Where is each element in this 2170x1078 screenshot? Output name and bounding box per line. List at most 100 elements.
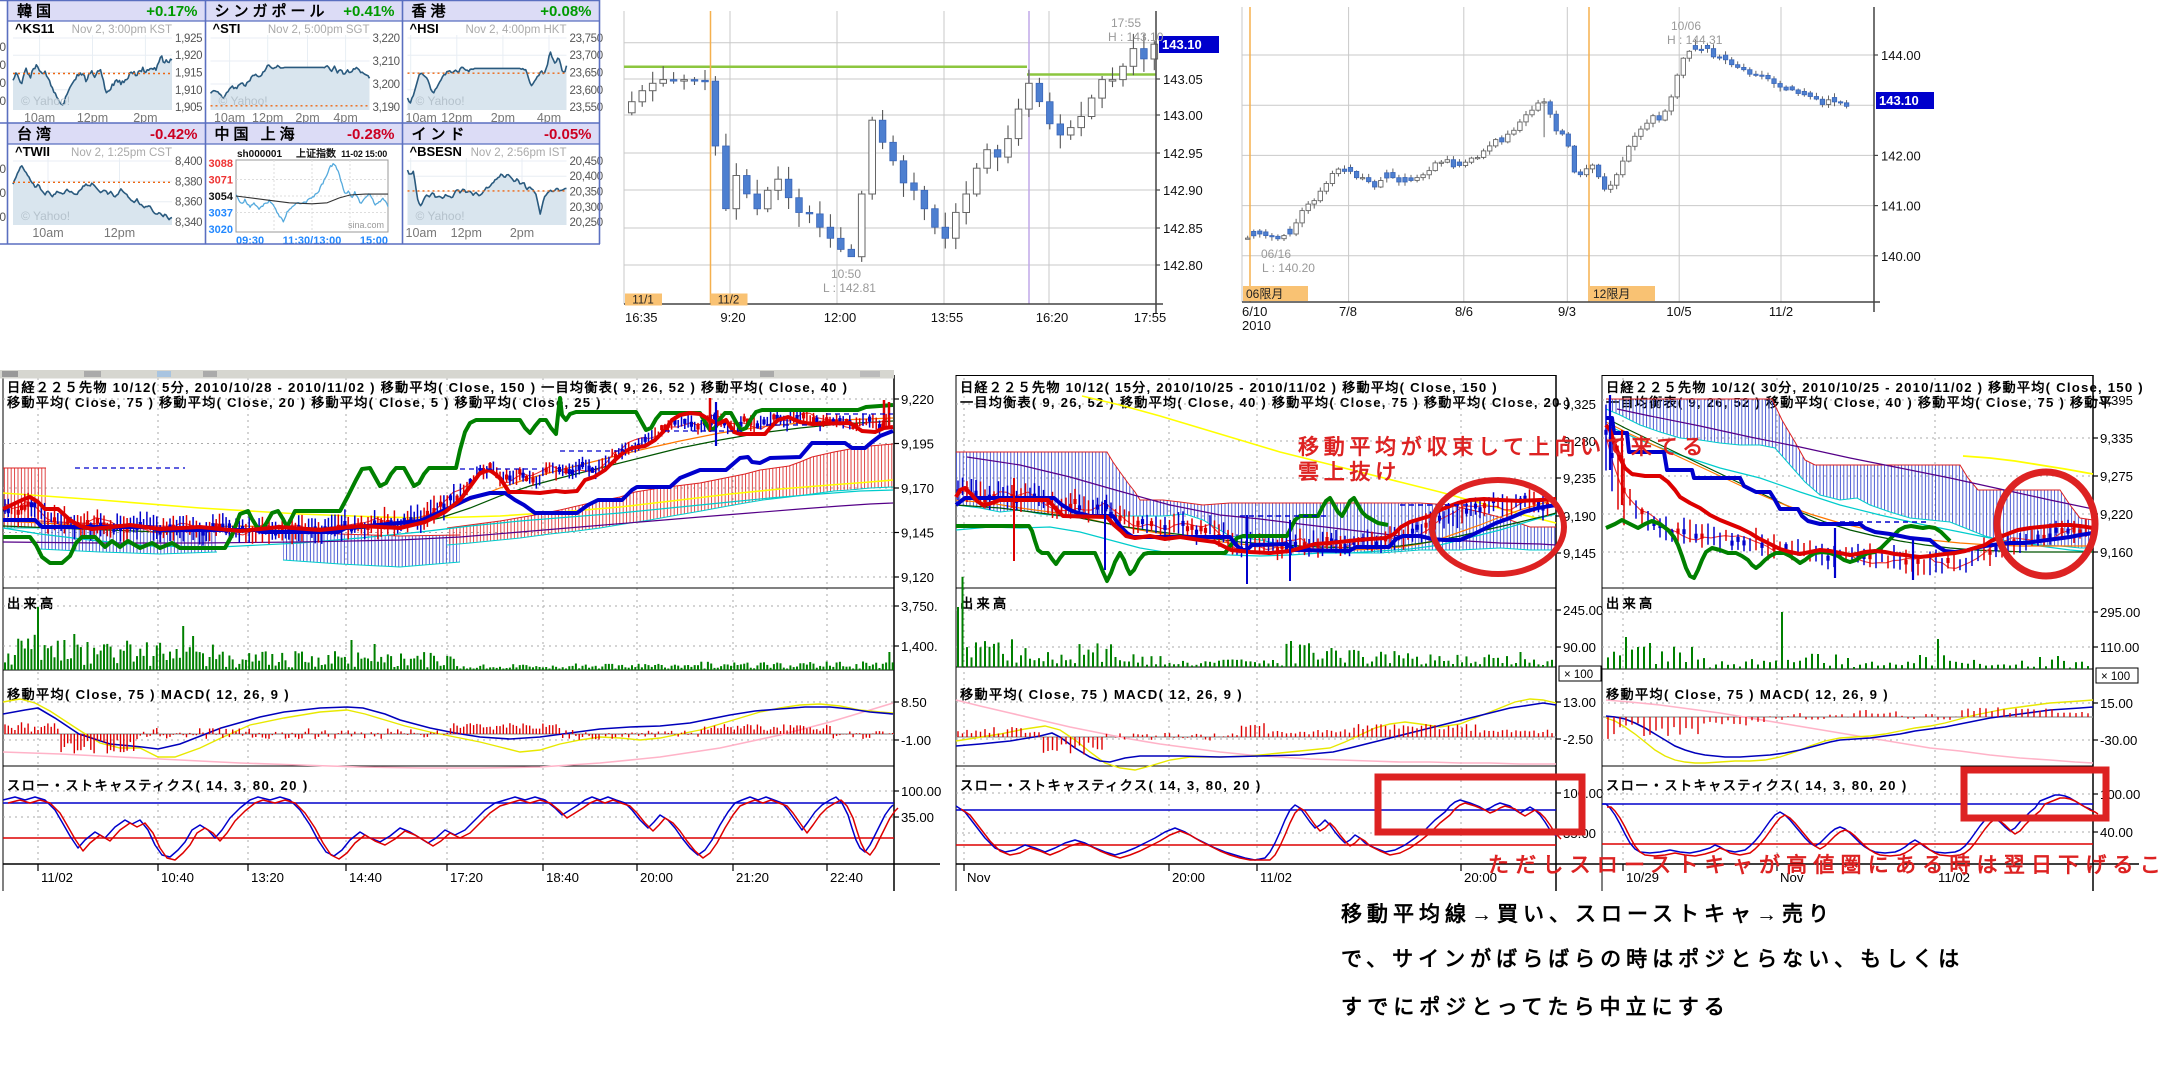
svg-text:141.00: 141.00 <box>1881 199 1921 214</box>
svg-text:23,600: 23,600 <box>570 85 603 97</box>
svg-text:0: 0 <box>0 210 6 224</box>
svg-text:1,905: 1,905 <box>175 102 202 114</box>
svg-text:9,145: 9,145 <box>1563 546 1596 561</box>
svg-text:13:55: 13:55 <box>931 310 964 325</box>
svg-text:10/06: 10/06 <box>1671 19 1701 33</box>
svg-text:0: 0 <box>0 76 6 90</box>
svg-text:10:50: 10:50 <box>831 267 861 281</box>
svg-text:2pm: 2pm <box>295 111 319 125</box>
svg-text:9,195: 9,195 <box>901 437 934 452</box>
svg-text:17:20: 17:20 <box>450 870 483 885</box>
svg-text:上证指数: 上证指数 <box>296 147 337 160</box>
svg-text:110.00: 110.00 <box>2100 640 2139 655</box>
svg-text:H : 143.10: H : 143.10 <box>1108 30 1164 44</box>
svg-text:17:55: 17:55 <box>1134 310 1167 325</box>
svg-text:20:00: 20:00 <box>1172 870 1205 885</box>
svg-text:Nov: Nov <box>967 870 991 885</box>
svg-text:3037: 3037 <box>209 208 233 220</box>
svg-text:^TWII: ^TWII <box>15 144 50 159</box>
svg-text:10/5: 10/5 <box>1666 304 1691 319</box>
svg-text:9/3: 9/3 <box>1558 304 1576 319</box>
svg-text:12pm: 12pm <box>104 226 135 240</box>
svg-text:10am: 10am <box>406 111 437 125</box>
svg-text:-2.50: -2.50 <box>1563 732 1593 747</box>
svg-text:0: 0 <box>0 162 6 176</box>
svg-text:15:00: 15:00 <box>360 235 388 247</box>
svg-text:90.00: 90.00 <box>1563 640 1596 655</box>
svg-text:L : 142.81: L : 142.81 <box>823 281 876 295</box>
svg-text:移動平均( Close, 75 ) MACD( 12,: 移動平均( Close, 75 ) MACD( 12, 26, 9 ) <box>1606 686 1889 702</box>
svg-text:8/6: 8/6 <box>1455 304 1473 319</box>
svg-text:9,325: 9,325 <box>1563 397 1596 412</box>
svg-text:142.95: 142.95 <box>1163 146 1203 161</box>
svg-text:06/16: 06/16 <box>1261 247 1291 261</box>
svg-text:9,160: 9,160 <box>2100 545 2133 560</box>
svg-text:9,120: 9,120 <box>901 570 934 585</box>
svg-text:© Yahoo!: © Yahoo! <box>21 94 70 108</box>
svg-text:20,350: 20,350 <box>570 187 603 199</box>
svg-text:スロー・ストキャスティクス( 14, 3, 80, 20 ): スロー・ストキャスティクス( 14, 3, 80, 20 ) <box>1606 778 1908 793</box>
svg-text:-0.42%: -0.42% <box>150 126 198 143</box>
svg-text:^HSI: ^HSI <box>410 21 439 36</box>
svg-text:3,220: 3,220 <box>373 33 400 45</box>
svg-text:9,170: 9,170 <box>901 481 934 496</box>
svg-text:8,360: 8,360 <box>175 197 202 209</box>
svg-text:シンガポール: シンガポール <box>215 2 329 20</box>
svg-text:× 100: × 100 <box>1564 669 1593 681</box>
svg-text:11/02: 11/02 <box>1260 870 1292 885</box>
svg-text:13.00: 13.00 <box>1563 695 1596 710</box>
svg-text:1,910: 1,910 <box>175 85 202 97</box>
svg-text:9,335: 9,335 <box>2100 431 2133 446</box>
svg-text:11/1: 11/1 <box>632 295 654 307</box>
svg-text:11:30/13:00: 11:30/13:00 <box>283 235 342 247</box>
svg-text:© Yahoo!: © Yahoo! <box>416 209 465 223</box>
svg-text:-30.00: -30.00 <box>2100 733 2137 748</box>
svg-text:^STI: ^STI <box>213 21 241 36</box>
svg-text:Nov 2, 1:25pm CST: Nov 2, 1:25pm CST <box>71 147 172 159</box>
svg-text:22:40: 22:40 <box>830 870 863 885</box>
svg-text:13:20: 13:20 <box>251 870 284 885</box>
svg-text:9,220: 9,220 <box>901 392 934 407</box>
svg-text:+0.08%: +0.08% <box>540 3 591 20</box>
svg-text:ただしスローストキャが高値圏にある時は翌日下げることが多い: ただしスローストキャが高値圏にある時は翌日下げることが多い <box>1488 853 2170 877</box>
svg-text:9:20: 9:20 <box>720 310 745 325</box>
svg-text:中国 上海: 中国 上海 <box>215 125 299 143</box>
svg-text:12pm: 12pm <box>252 111 283 125</box>
svg-text:10am: 10am <box>406 226 437 240</box>
svg-text:3,750.: 3,750. <box>901 599 938 614</box>
svg-text:雲上抜け: 雲上抜け <box>1298 460 1401 484</box>
svg-text:12pm: 12pm <box>77 111 108 125</box>
svg-text:143.10: 143.10 <box>1879 93 1919 108</box>
svg-text:295.00: 295.00 <box>2100 605 2140 620</box>
svg-text:7/8: 7/8 <box>1339 304 1357 319</box>
svg-text:20,250: 20,250 <box>570 217 603 229</box>
svg-text:9,145: 9,145 <box>901 526 934 541</box>
svg-text:10am: 10am <box>214 111 245 125</box>
svg-text:11-02 15:00: 11-02 15:00 <box>341 149 387 159</box>
svg-text:9,395: 9,395 <box>2100 393 2133 408</box>
svg-text:日経２２５先物 10/12( 15分, 2010/10/25: 日経２２５先物 10/12( 15分, 2010/10/25 - 2010/11… <box>960 379 1498 395</box>
svg-text:移動平均( Close, 75 ) 移動平均( Clos: 移動平均( Close, 75 ) 移動平均( Close, 20 ) 移動平均… <box>7 394 602 410</box>
svg-text:Nov 2, 2:56pm IST: Nov 2, 2:56pm IST <box>471 147 567 159</box>
svg-text:3,190: 3,190 <box>373 102 400 114</box>
svg-text:3,200: 3,200 <box>373 79 400 91</box>
svg-text:23,650: 23,650 <box>570 68 603 80</box>
svg-text:12pm: 12pm <box>441 111 472 125</box>
svg-text:10am: 10am <box>24 111 55 125</box>
svg-text:すでにポジとってたら中立にする: すでにポジとってたら中立にする <box>1341 995 1730 1019</box>
svg-text:インド: インド <box>412 126 469 143</box>
svg-text:韓国: 韓国 <box>17 2 55 20</box>
svg-text:スロー・ストキャスティクス( 14, 3, 80, 20 ): スロー・ストキャスティクス( 14, 3, 80, 20 ) <box>960 778 1262 793</box>
svg-text:出来高: 出来高 <box>1606 595 1655 611</box>
svg-text:3054: 3054 <box>209 191 234 203</box>
svg-text:14:40: 14:40 <box>349 870 382 885</box>
svg-text:142.90: 142.90 <box>1163 183 1203 198</box>
svg-text:移動平均( Close, 75 ) MACD( 12,: 移動平均( Close, 75 ) MACD( 12, 26, 9 ) <box>960 686 1243 702</box>
svg-text:3088: 3088 <box>209 158 233 170</box>
svg-text:18:40: 18:40 <box>546 870 579 885</box>
svg-text:2pm: 2pm <box>491 111 515 125</box>
svg-text:8,340: 8,340 <box>175 217 202 229</box>
svg-text:20,400: 20,400 <box>570 171 603 183</box>
svg-text:sina.com: sina.com <box>348 220 384 230</box>
svg-text:143.05: 143.05 <box>1163 72 1203 87</box>
